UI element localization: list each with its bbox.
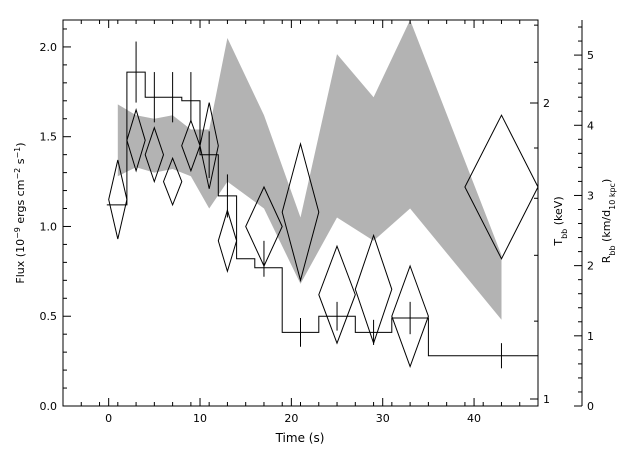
radius-diamond-2 [144,126,165,184]
radius-diamond-1 [126,108,146,173]
radius-tick-label: 4 [587,119,594,132]
flux-errorbar-layer [135,41,502,369]
y-tick-label: 0.0 [40,400,58,413]
radius-diamond-8 [281,141,320,283]
temperature-band [117,20,502,320]
y-tick-label: 1.0 [40,220,58,233]
radius-diamond-layer [108,102,539,368]
radius-tick-label: 5 [587,49,594,62]
temperature-band-layer [117,20,502,320]
radius-tick-label: 1 [587,330,594,343]
radius-tick-label: 2 [587,260,594,273]
x-axis-label: Time (s) [275,431,325,445]
x-tick-label: 10 [193,412,207,425]
radius-tick-label: 3 [587,189,594,202]
x-tick-label: 40 [467,412,481,425]
radius-axis-label: Rbb (km/d10 kpc) [600,179,617,264]
y-tick-label: 1.5 [40,131,58,144]
radius-tick-label: 0 [587,400,594,413]
radius-diamond-6 [217,208,238,274]
radius-diamond-0 [108,159,128,240]
y-tick-label: 0.5 [40,310,58,323]
x-tick-label: 30 [376,412,390,425]
x-tick-label: 0 [105,412,112,425]
temperature-axis-label: Tbb (keV) [552,196,569,246]
radius-diamond-3 [162,156,183,207]
x-tick-label: 20 [284,412,298,425]
radius-diamond-12 [464,114,539,260]
y-tick-label: 2.0 [40,41,58,54]
y-axis-label: Flux (10−9 ergs cm−2 s−1) [13,142,28,283]
radius-diamond-4 [181,119,201,173]
temp-tick-label: 2 [543,97,550,110]
temp-tick-label: 1 [543,393,550,406]
radius-diamond-11 [391,264,429,368]
radius-diamond-9 [318,244,356,345]
radius-diamond-5 [199,102,219,189]
